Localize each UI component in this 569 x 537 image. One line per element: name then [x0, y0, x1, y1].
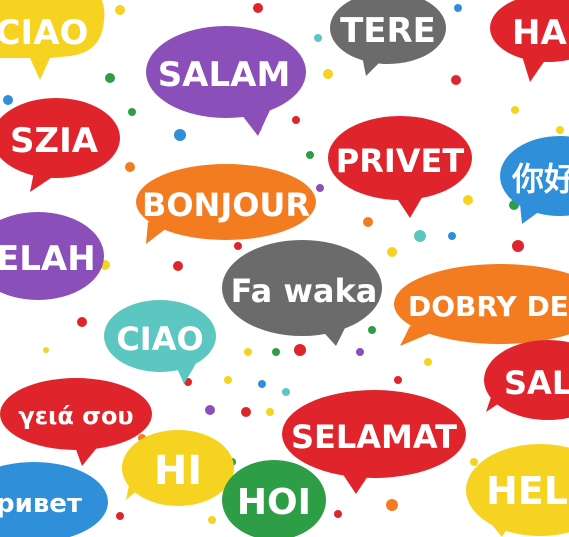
greeting-text: SELAMAT	[291, 418, 457, 456]
speech-bubble-ciao-mid: CIAO	[104, 300, 216, 384]
greeting-text: SALU	[504, 364, 569, 402]
speech-bubble-dobry-den: DOBRY DEN	[394, 264, 569, 346]
greeting-text: TERE	[340, 11, 436, 51]
greeting-text: CIAO	[0, 13, 88, 53]
speech-bubble-hello-partial: HELI	[466, 444, 569, 537]
speech-bubble-nihao: 你好	[500, 136, 569, 224]
speech-bubble-hoi: HOI	[222, 460, 326, 537]
speech-bubble-hi: HI	[122, 430, 234, 506]
greeting-text: SALAM	[158, 55, 291, 95]
speech-bubble-salam: SALAM	[146, 26, 306, 136]
greeting-text: HI	[154, 448, 202, 494]
greeting-text: DOBRY DEN	[408, 290, 569, 323]
speech-bubble-elah: ELAH	[0, 212, 104, 300]
speech-bubble-szia: SZIA	[0, 98, 120, 192]
greeting-text: SZIA	[10, 121, 99, 161]
speech-bubble-selamat: SELAMAT	[282, 390, 466, 494]
speech-bubble-salu: SALU	[484, 340, 569, 420]
speech-bubble-geia-sou: γειά σου	[0, 378, 152, 466]
speech-bubble-privet-cyrillic: ривет	[0, 462, 108, 537]
greeting-text: Fa waka	[231, 272, 378, 310]
greeting-text: HOI	[237, 482, 311, 523]
greeting-text: γειά σου	[18, 402, 133, 430]
speech-bubble-tere: TERE	[330, 0, 446, 76]
greeting-text: CIAO	[116, 320, 203, 358]
speech-bubble-hal: HAL	[490, 0, 569, 82]
greeting-text: HAL	[512, 13, 569, 53]
greeting-text: ELAH	[0, 239, 96, 279]
greeting-text: PRIVET	[336, 142, 465, 180]
speech-bubble-ciao-top: CIAO	[0, 0, 105, 80]
greeting-text: BONJOUR	[142, 186, 310, 224]
greeting-text: ривет	[0, 489, 82, 519]
greeting-text: HELI	[486, 469, 569, 513]
speech-bubble-fa-waka: Fa waka	[222, 240, 382, 346]
speech-bubble-privet: PRIVET	[328, 116, 472, 218]
speech-bubble-bonjour: BONJOUR	[136, 164, 316, 244]
greeting-text: 你好	[511, 160, 569, 198]
